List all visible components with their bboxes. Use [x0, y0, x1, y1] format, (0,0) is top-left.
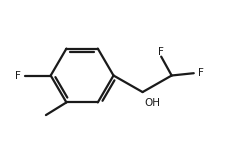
Text: OH: OH — [144, 98, 161, 108]
Text: F: F — [15, 71, 20, 80]
Text: F: F — [198, 68, 204, 78]
Text: F: F — [158, 47, 164, 57]
